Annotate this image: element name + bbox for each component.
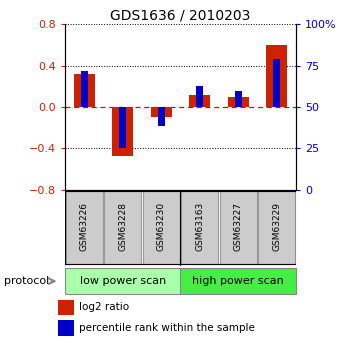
Text: log2 ratio: log2 ratio — [79, 303, 129, 313]
Title: GDS1636 / 2010203: GDS1636 / 2010203 — [110, 9, 251, 23]
Bar — [181, 191, 218, 264]
Bar — [158, 107, 165, 126]
Bar — [74, 74, 95, 107]
Bar — [196, 86, 203, 107]
Bar — [58, 299, 74, 315]
Text: high power scan: high power scan — [192, 276, 284, 286]
Bar — [258, 191, 295, 264]
Text: GSM63229: GSM63229 — [272, 202, 281, 251]
Text: GSM63227: GSM63227 — [234, 202, 243, 251]
Text: protocol: protocol — [4, 276, 49, 286]
Bar — [228, 97, 249, 107]
Bar — [273, 59, 280, 107]
Bar — [66, 191, 103, 264]
Text: low power scan: low power scan — [80, 276, 166, 286]
Bar — [266, 45, 287, 107]
Bar — [65, 268, 180, 294]
Bar — [220, 191, 257, 264]
Text: GSM63230: GSM63230 — [157, 201, 166, 251]
Bar — [180, 268, 296, 294]
Bar — [151, 107, 172, 117]
Text: GSM63163: GSM63163 — [195, 201, 204, 251]
Bar — [119, 107, 126, 148]
Bar — [189, 95, 210, 107]
Text: GSM63228: GSM63228 — [118, 202, 127, 251]
Text: GSM63226: GSM63226 — [80, 202, 89, 251]
Bar — [58, 320, 74, 336]
Bar — [112, 107, 133, 156]
Bar — [81, 71, 88, 107]
Bar — [104, 191, 141, 264]
Bar — [235, 91, 242, 107]
Bar — [143, 191, 180, 264]
Text: percentile rank within the sample: percentile rank within the sample — [79, 323, 255, 333]
